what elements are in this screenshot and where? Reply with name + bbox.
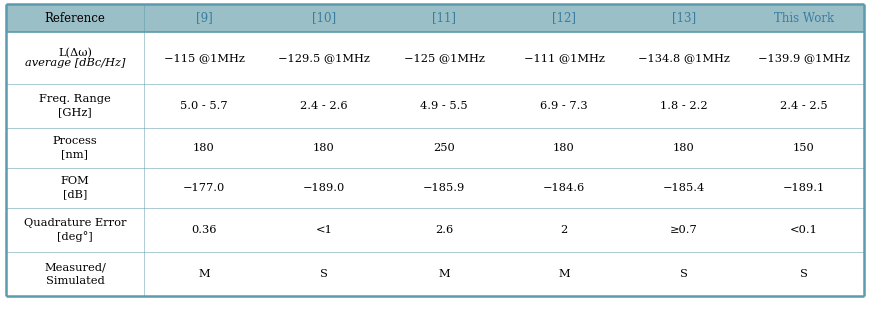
Bar bbox=[6, 252, 864, 296]
Text: <1: <1 bbox=[316, 225, 333, 235]
Text: Freq. Range
[GHz]: Freq. Range [GHz] bbox=[39, 94, 111, 118]
Text: S: S bbox=[320, 269, 328, 279]
Text: L(Δω): L(Δω) bbox=[58, 48, 92, 58]
Text: [9]: [9] bbox=[196, 11, 213, 25]
Bar bbox=[6, 4, 864, 32]
Text: −189.1: −189.1 bbox=[783, 183, 825, 193]
Text: [13]: [13] bbox=[672, 11, 696, 25]
Text: Measured/
Simulated: Measured/ Simulated bbox=[44, 262, 106, 286]
Text: M: M bbox=[198, 269, 210, 279]
Text: 180: 180 bbox=[673, 143, 695, 153]
Text: 180: 180 bbox=[313, 143, 335, 153]
Text: 2.6: 2.6 bbox=[435, 225, 453, 235]
Text: 1.8 - 2.2: 1.8 - 2.2 bbox=[660, 101, 708, 111]
Text: −134.8 @1MHz: −134.8 @1MHz bbox=[638, 53, 730, 63]
Text: −177.0: −177.0 bbox=[182, 183, 225, 193]
Text: 180: 180 bbox=[553, 143, 575, 153]
Bar bbox=[6, 32, 864, 84]
Bar bbox=[6, 168, 864, 208]
Text: −111 @1MHz: −111 @1MHz bbox=[523, 53, 604, 63]
Text: average [dBc/Hz]: average [dBc/Hz] bbox=[25, 58, 125, 68]
Text: FOM
[dB]: FOM [dB] bbox=[61, 176, 89, 200]
Bar bbox=[6, 84, 864, 128]
Text: 0.36: 0.36 bbox=[191, 225, 217, 235]
Text: [12]: [12] bbox=[552, 11, 576, 25]
Text: This Work: This Work bbox=[774, 11, 834, 25]
Bar bbox=[6, 128, 864, 168]
Text: −129.5 @1MHz: −129.5 @1MHz bbox=[278, 53, 370, 63]
Text: 180: 180 bbox=[193, 143, 214, 153]
Text: S: S bbox=[680, 269, 688, 279]
Bar bbox=[6, 208, 864, 252]
Text: 2: 2 bbox=[561, 225, 568, 235]
Text: 4.9 - 5.5: 4.9 - 5.5 bbox=[420, 101, 468, 111]
Text: [11]: [11] bbox=[432, 11, 456, 25]
Text: −185.9: −185.9 bbox=[423, 183, 465, 193]
Text: −115 @1MHz: −115 @1MHz bbox=[164, 53, 245, 63]
Text: 2.4 - 2.6: 2.4 - 2.6 bbox=[300, 101, 348, 111]
Text: −184.6: −184.6 bbox=[543, 183, 585, 193]
Text: M: M bbox=[438, 269, 449, 279]
Text: Process
[nm]: Process [nm] bbox=[53, 136, 97, 160]
Text: 5.0 - 5.7: 5.0 - 5.7 bbox=[180, 101, 228, 111]
Text: 250: 250 bbox=[433, 143, 455, 153]
Text: 150: 150 bbox=[793, 143, 815, 153]
Text: 2.4 - 2.5: 2.4 - 2.5 bbox=[781, 101, 828, 111]
Text: −139.9 @1MHz: −139.9 @1MHz bbox=[758, 53, 850, 63]
Text: 6.9 - 7.3: 6.9 - 7.3 bbox=[540, 101, 587, 111]
Text: −185.4: −185.4 bbox=[663, 183, 705, 193]
Text: S: S bbox=[800, 269, 808, 279]
Text: ≥0.7: ≥0.7 bbox=[670, 225, 698, 235]
Text: M: M bbox=[558, 269, 570, 279]
Text: [10]: [10] bbox=[312, 11, 336, 25]
Text: <0.1: <0.1 bbox=[790, 225, 818, 235]
Text: Quadrature Error
[deg°]: Quadrature Error [deg°] bbox=[24, 218, 126, 242]
Text: Reference: Reference bbox=[44, 11, 105, 25]
Text: −125 @1MHz: −125 @1MHz bbox=[403, 53, 484, 63]
Text: −189.0: −189.0 bbox=[303, 183, 345, 193]
